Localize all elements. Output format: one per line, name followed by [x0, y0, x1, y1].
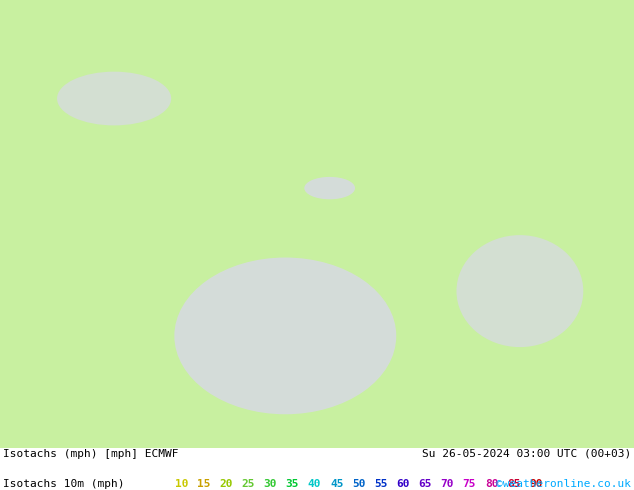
Text: 20: 20	[219, 479, 233, 489]
Ellipse shape	[174, 258, 396, 414]
Text: 25: 25	[242, 479, 255, 489]
Text: Isotachs 10m (mph): Isotachs 10m (mph)	[3, 479, 125, 489]
Text: 80: 80	[485, 479, 498, 489]
Text: 10: 10	[175, 479, 189, 489]
Text: ©weatheronline.co.uk: ©weatheronline.co.uk	[496, 479, 631, 489]
Text: 45: 45	[330, 479, 344, 489]
Ellipse shape	[304, 177, 355, 199]
Text: 60: 60	[396, 479, 410, 489]
Text: 55: 55	[374, 479, 388, 489]
Text: 50: 50	[352, 479, 366, 489]
Text: Isotachs (mph) [mph] ECMWF: Isotachs (mph) [mph] ECMWF	[3, 449, 179, 459]
Text: 90: 90	[529, 479, 543, 489]
Text: 40: 40	[308, 479, 321, 489]
Text: 35: 35	[286, 479, 299, 489]
Ellipse shape	[57, 72, 171, 125]
Text: 65: 65	[418, 479, 432, 489]
Text: 15: 15	[197, 479, 211, 489]
Text: 85: 85	[507, 479, 521, 489]
Text: Su 26-05-2024 03:00 UTC (00+03): Su 26-05-2024 03:00 UTC (00+03)	[422, 449, 631, 459]
Text: 75: 75	[463, 479, 476, 489]
Text: 30: 30	[264, 479, 277, 489]
Text: 70: 70	[441, 479, 454, 489]
Ellipse shape	[456, 235, 583, 347]
